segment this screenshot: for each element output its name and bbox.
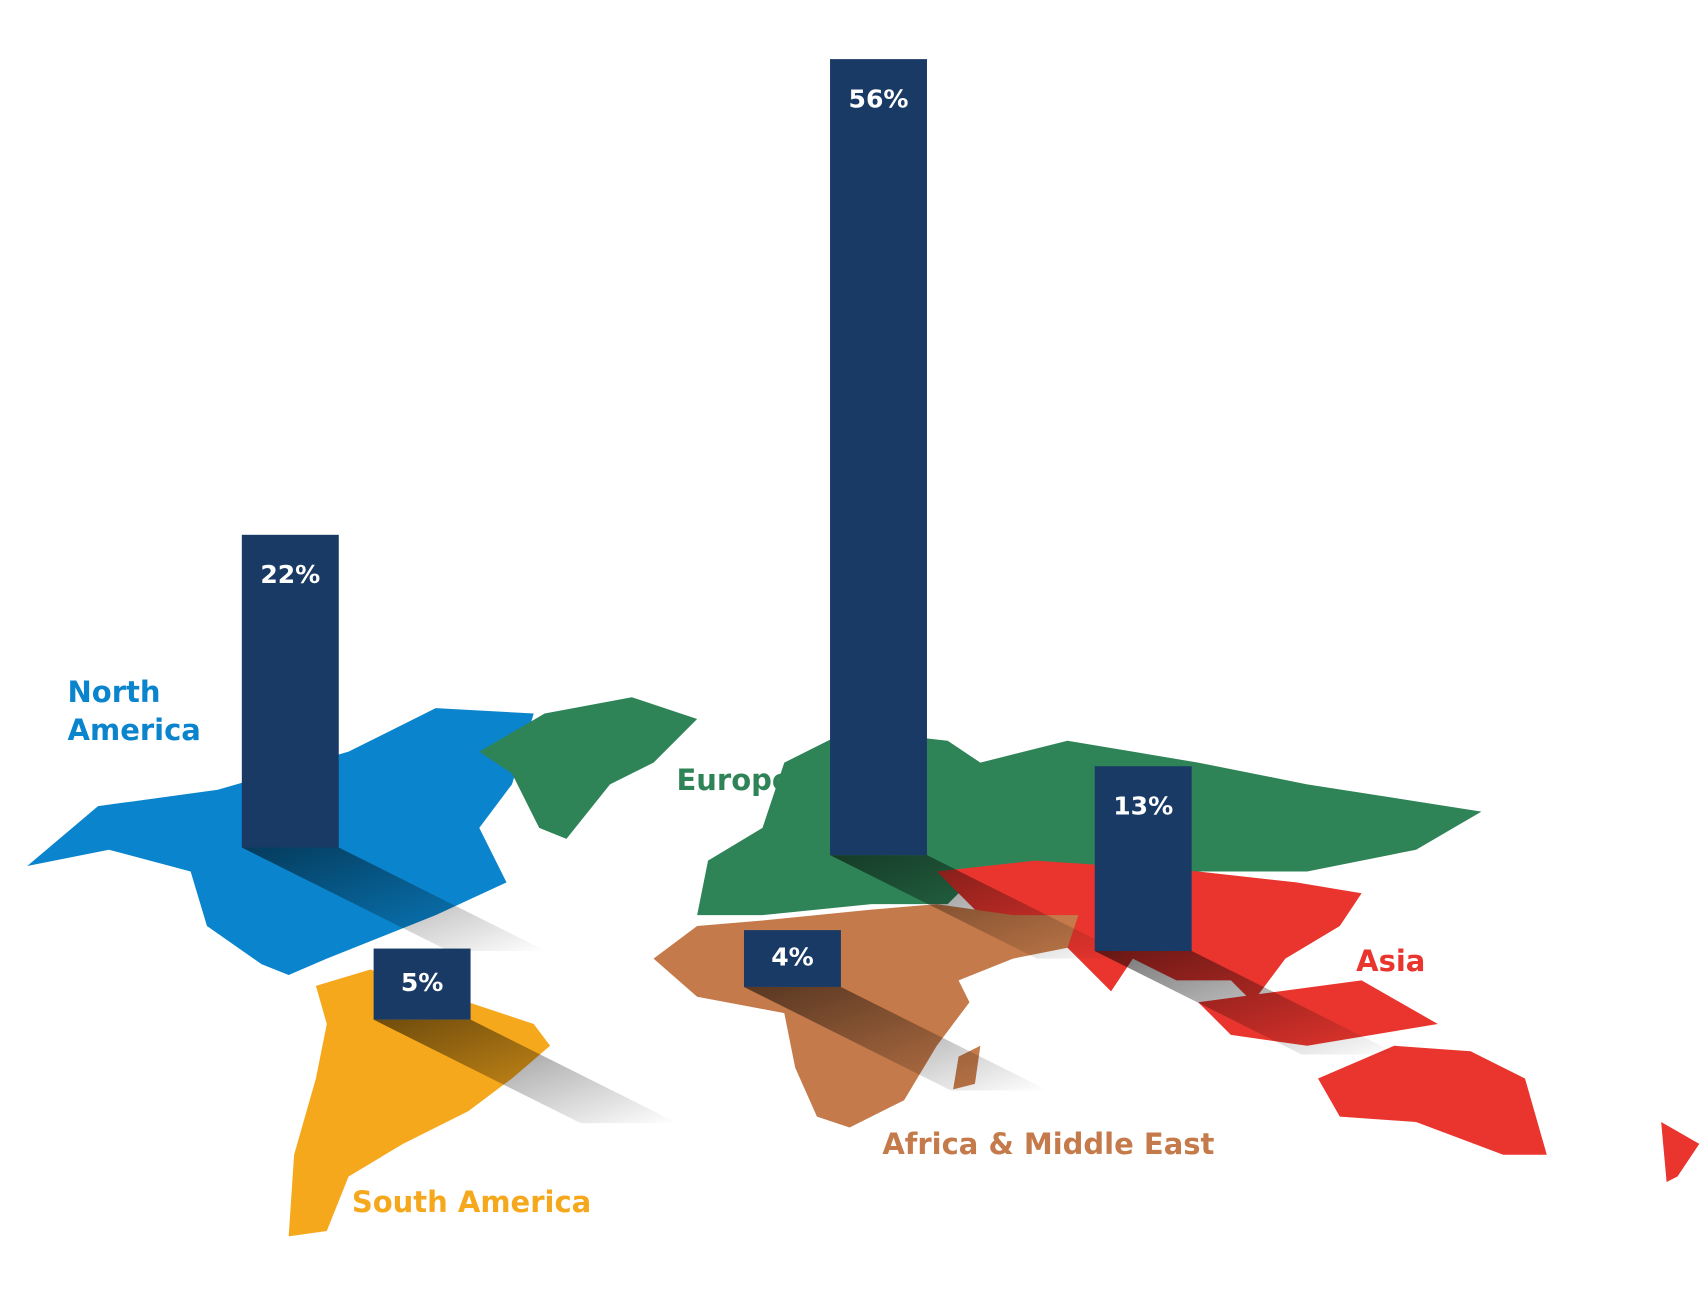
- value-label: 22%: [260, 560, 320, 589]
- bar-shadow: [830, 855, 1134, 959]
- bar: [1094, 766, 1192, 952]
- region-label: South America: [351, 1184, 592, 1219]
- value-label: 5%: [401, 968, 444, 997]
- continent: [1661, 1122, 1700, 1182]
- region-label: Europe: [676, 763, 792, 798]
- continent: [479, 697, 698, 839]
- region-label: Asia: [1356, 944, 1426, 979]
- bar: [373, 948, 471, 1020]
- bar-shadow: [373, 1019, 678, 1124]
- bar-shadow: [743, 986, 1048, 1091]
- continent: [1318, 1045, 1547, 1155]
- bar: [743, 930, 841, 987]
- value-label: 4%: [771, 943, 814, 972]
- value-label: 56%: [849, 85, 909, 114]
- region-label: Africa & Middle East: [882, 1127, 1215, 1162]
- bar-shadow: [1094, 951, 1399, 1055]
- bar: [241, 534, 339, 848]
- bars: 22% 5% 56% 4% 13%: [241, 59, 1399, 1124]
- bar-shadow: [241, 847, 546, 952]
- bar: [830, 59, 927, 856]
- value-label: 13%: [1113, 792, 1173, 821]
- region-label: North America: [67, 675, 201, 748]
